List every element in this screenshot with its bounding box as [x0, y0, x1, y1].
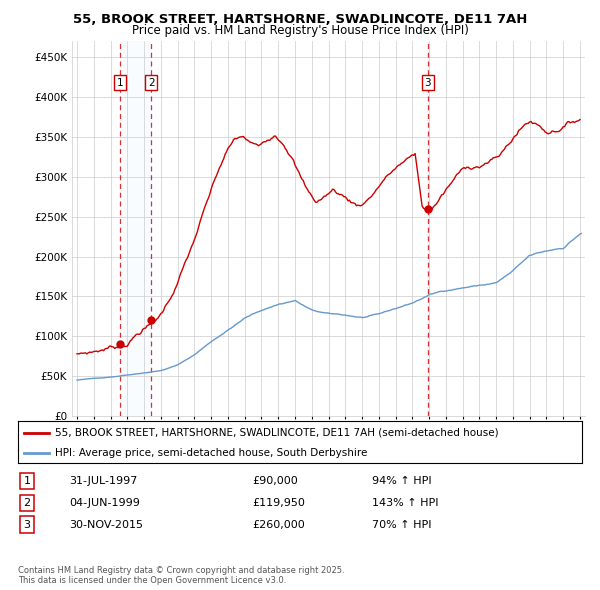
Text: 3: 3	[424, 77, 431, 87]
Text: 31-JUL-1997: 31-JUL-1997	[69, 476, 137, 486]
Text: 143% ↑ HPI: 143% ↑ HPI	[372, 498, 439, 507]
Text: 3: 3	[23, 520, 31, 529]
Text: 1: 1	[23, 476, 31, 486]
Text: 70% ↑ HPI: 70% ↑ HPI	[372, 520, 431, 529]
Text: 04-JUN-1999: 04-JUN-1999	[69, 498, 140, 507]
Text: £119,950: £119,950	[252, 498, 305, 507]
Bar	[427, 41, 428, 416]
Text: HPI: Average price, semi-detached house, South Derbyshire: HPI: Average price, semi-detached house,…	[55, 448, 367, 457]
Text: Price paid vs. HM Land Registry's House Price Index (HPI): Price paid vs. HM Land Registry's House …	[131, 24, 469, 37]
Text: Contains HM Land Registry data © Crown copyright and database right 2025.
This d: Contains HM Land Registry data © Crown c…	[18, 566, 344, 585]
Bar	[120, 41, 151, 416]
Text: £260,000: £260,000	[252, 520, 305, 529]
Text: £90,000: £90,000	[252, 476, 298, 486]
Text: 30-NOV-2015: 30-NOV-2015	[69, 520, 143, 529]
Text: 2: 2	[148, 77, 154, 87]
Text: 2: 2	[23, 498, 31, 507]
Text: 55, BROOK STREET, HARTSHORNE, SWADLINCOTE, DE11 7AH (semi-detached house): 55, BROOK STREET, HARTSHORNE, SWADLINCOT…	[55, 428, 498, 438]
Text: 1: 1	[117, 77, 124, 87]
Text: 55, BROOK STREET, HARTSHORNE, SWADLINCOTE, DE11 7AH: 55, BROOK STREET, HARTSHORNE, SWADLINCOT…	[73, 13, 527, 26]
Text: 94% ↑ HPI: 94% ↑ HPI	[372, 476, 431, 486]
